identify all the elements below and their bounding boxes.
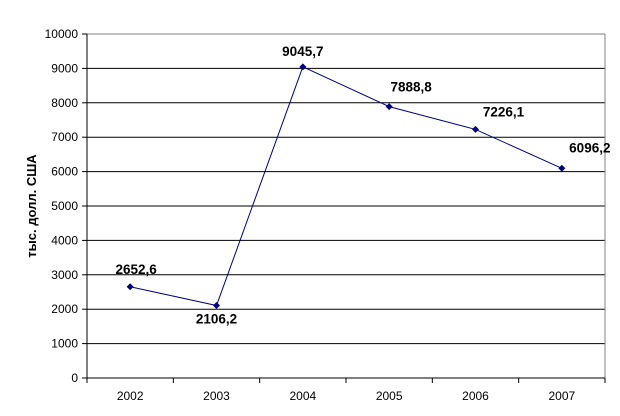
y-tick-label: 10000 <box>45 27 79 41</box>
data-point-marker <box>558 164 566 172</box>
y-tick-label: 2000 <box>51 302 78 316</box>
y-axis-label: тыс. долл. США <box>24 154 39 258</box>
y-tick-label: 8000 <box>51 96 78 110</box>
data-point-marker <box>126 283 134 291</box>
y-tick-label: 7000 <box>51 130 78 144</box>
data-label: 7888,8 <box>391 80 433 95</box>
x-tick-label: 2006 <box>462 389 489 403</box>
data-label: 6096,2 <box>569 140 610 155</box>
y-tick-label: 6000 <box>51 165 78 179</box>
y-tick-labels: 0 1000 2000 3000 4000 5000 6000 7000 8000 9000 100… <box>45 27 79 385</box>
y-tick-label: 4000 <box>51 233 78 247</box>
axes <box>82 33 606 383</box>
y-tick-label: 1000 <box>51 337 78 351</box>
x-tick-label: 2004 <box>289 389 316 403</box>
y-tick-label: 3000 <box>51 268 78 282</box>
data-point-marker <box>385 103 393 111</box>
data-label: 9045,7 <box>282 44 323 59</box>
x-tick-label: 2002 <box>117 389 144 403</box>
data-label: 7226,1 <box>483 104 525 119</box>
y-tick-label: 9000 <box>51 61 78 75</box>
y-tick-label: 0 <box>71 371 78 385</box>
data-labels: 2652,6 2106,2 9045,7 7888,8 7226,1 6096,2 <box>116 44 611 327</box>
gridlines <box>87 33 605 345</box>
x-tick-label: 2007 <box>548 389 575 403</box>
series-line <box>130 66 563 307</box>
x-tick-labels: 2002 2003 2004 2005 2006 2007 <box>117 389 576 403</box>
x-tick-label: 2005 <box>376 389 403 403</box>
data-series <box>126 63 566 310</box>
data-label: 2106,2 <box>196 312 237 327</box>
data-point-marker <box>472 125 479 133</box>
data-label: 2652,6 <box>116 262 158 277</box>
x-tick-label: 2003 <box>203 389 230 403</box>
data-point-marker <box>213 302 220 310</box>
y-tick-label: 5000 <box>51 199 78 213</box>
data-point-marker <box>299 63 307 71</box>
